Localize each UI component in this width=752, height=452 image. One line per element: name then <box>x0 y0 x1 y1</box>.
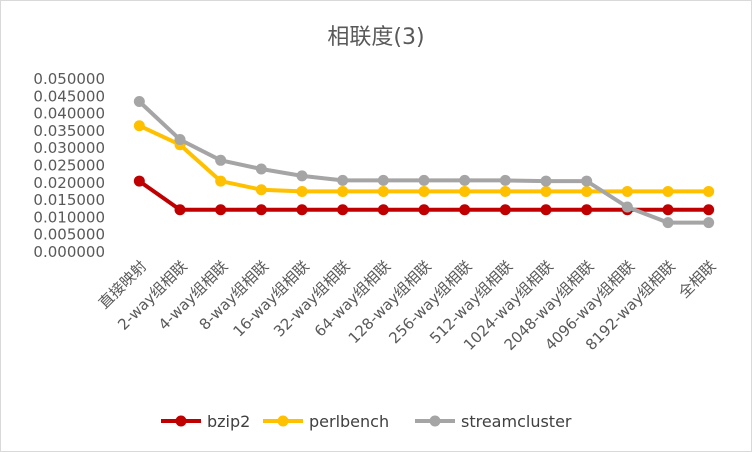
data-point <box>621 201 633 213</box>
legend-swatch-marker <box>429 415 441 427</box>
data-point <box>418 174 430 186</box>
legend-item: streamcluster <box>415 412 572 431</box>
data-point <box>540 175 552 187</box>
data-point <box>499 185 511 197</box>
data-point <box>255 204 267 216</box>
data-point <box>581 185 593 197</box>
legend-item: bzip2 <box>161 412 250 431</box>
data-point <box>540 204 552 216</box>
data-point <box>337 174 349 186</box>
data-point <box>377 204 389 216</box>
data-point <box>459 174 471 186</box>
data-point <box>133 120 145 132</box>
y-tick-label: 0.000000 <box>33 243 105 261</box>
chart-title: 相联度(3) <box>327 25 424 50</box>
data-point <box>337 204 349 216</box>
data-point <box>581 175 593 187</box>
y-tick-label: 0.035000 <box>33 122 105 140</box>
data-point <box>133 175 145 187</box>
y-tick-label: 0.030000 <box>33 139 105 157</box>
data-point <box>296 204 308 216</box>
data-point <box>133 95 145 107</box>
series-bzip2 <box>133 175 715 216</box>
y-tick-label: 0.040000 <box>33 105 105 123</box>
data-point <box>174 204 186 216</box>
legend-swatch-marker <box>277 415 289 427</box>
data-point <box>377 185 389 197</box>
data-point <box>255 184 267 196</box>
data-point <box>459 185 471 197</box>
data-point <box>418 185 430 197</box>
legend-swatch-marker <box>175 415 187 427</box>
legend: bzip2 perlbench streamcluster <box>161 412 572 431</box>
series-perlbench <box>133 120 715 197</box>
data-point <box>703 204 715 216</box>
data-point <box>662 204 674 216</box>
data-point <box>703 217 715 229</box>
series-lines <box>133 95 715 229</box>
data-point <box>215 154 227 166</box>
data-point <box>540 185 552 197</box>
legend-item: perlbench <box>263 412 389 431</box>
legend-label: bzip2 <box>207 412 250 431</box>
data-point <box>581 204 593 216</box>
data-point <box>296 170 308 182</box>
data-point <box>703 185 715 197</box>
y-tick-label: 0.025000 <box>33 157 105 175</box>
y-axis-ticks: 0.0000000.0050000.0100000.0150000.020000… <box>33 70 105 261</box>
data-point <box>499 204 511 216</box>
data-point <box>296 185 308 197</box>
data-point <box>662 217 674 229</box>
y-tick-label: 0.050000 <box>33 70 105 88</box>
data-point <box>337 185 349 197</box>
y-tick-label: 0.045000 <box>33 87 105 105</box>
data-point <box>215 175 227 187</box>
legend-label: perlbench <box>309 412 389 431</box>
y-tick-label: 0.020000 <box>33 174 105 192</box>
data-point <box>377 174 389 186</box>
y-tick-label: 0.015000 <box>33 191 105 209</box>
data-point <box>215 204 227 216</box>
data-point <box>499 174 511 186</box>
data-point <box>418 204 430 216</box>
legend-label: streamcluster <box>461 412 572 431</box>
series-streamcluster <box>133 95 715 229</box>
y-tick-label: 0.005000 <box>33 226 105 244</box>
data-point <box>255 163 267 175</box>
data-point <box>459 204 471 216</box>
x-axis-ticks: 直接映射2-way组相联4-way组相联8-way组相联16-way组相联32-… <box>95 257 719 354</box>
y-tick-label: 0.010000 <box>33 208 105 226</box>
x-tick-label: 全相联 <box>675 257 720 302</box>
data-point <box>174 134 186 146</box>
data-point <box>662 185 674 197</box>
data-point <box>621 185 633 197</box>
